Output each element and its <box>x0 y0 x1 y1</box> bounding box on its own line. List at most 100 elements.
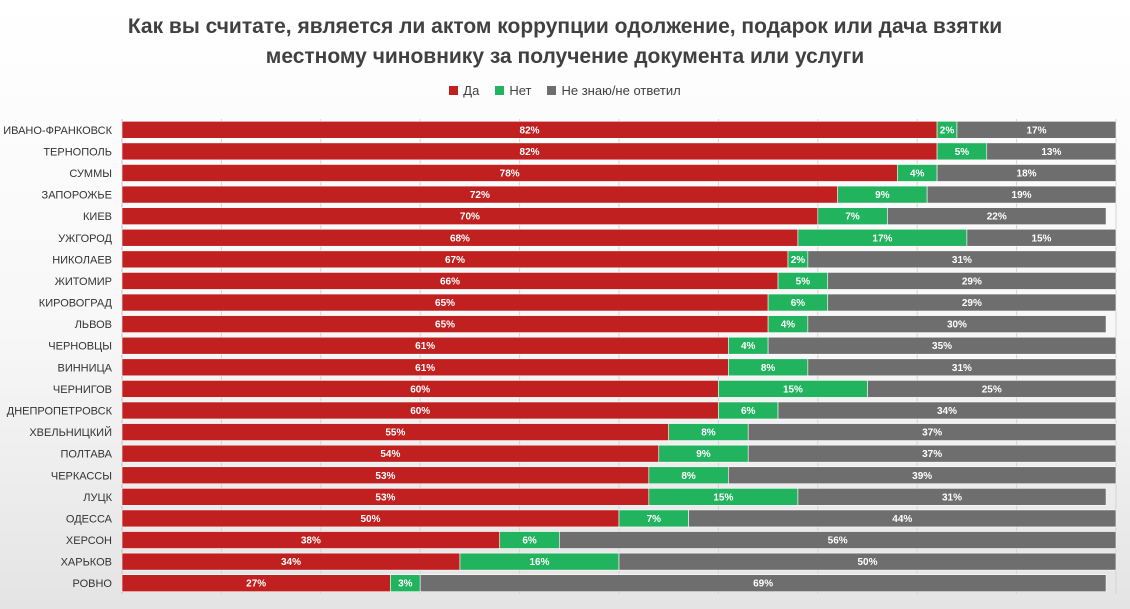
data-label-series-2: 69% <box>753 579 773 590</box>
data-label-series-0: 53% <box>375 471 395 482</box>
data-label-series-1: 9% <box>875 190 890 201</box>
chart-legend: Да Нет Не знаю/не ответил <box>0 83 1130 98</box>
data-label-series-0: 53% <box>375 492 395 503</box>
data-label-series-2: 37% <box>922 428 942 439</box>
category-label: ЛЬВОВ <box>75 319 112 331</box>
category-label: ЖИТОМИР <box>55 276 112 288</box>
data-label-series-2: 35% <box>932 341 952 352</box>
data-label-series-2: 44% <box>892 514 912 525</box>
data-label-series-2: 15% <box>1031 233 1051 244</box>
bar-segment-series-2 <box>986 142 1117 161</box>
data-label-series-1: 7% <box>845 212 860 223</box>
data-label-series-2: 34% <box>937 406 957 417</box>
bar-segment-series-2 <box>419 574 1107 593</box>
data-label-series-1: 6% <box>522 536 537 547</box>
bar-segment-series-2 <box>966 228 1117 247</box>
bar-segment-series-2 <box>956 120 1117 139</box>
bar-segment-series-2 <box>747 444 1117 463</box>
data-label-series-0: 65% <box>435 298 455 309</box>
bar-segment-series-2 <box>807 250 1117 269</box>
chart-title-line-1: Как вы считате, является ли актом корруп… <box>127 15 1003 38</box>
legend-label-dont-know: Не знаю/не ответил <box>561 83 681 98</box>
category-label: СУММЫ <box>69 168 112 180</box>
legend-swatch-no <box>495 86 505 95</box>
data-label-series-0: 61% <box>415 341 435 352</box>
data-label-series-2: 31% <box>942 492 962 503</box>
category-label: ВИННИЦА <box>57 362 112 374</box>
legend-swatch-yes <box>449 86 459 95</box>
data-label-series-0: 82% <box>520 125 540 136</box>
data-label-series-1: 15% <box>713 492 733 503</box>
category-label: КИЕВ <box>83 211 112 223</box>
bar-segment-series-2 <box>777 401 1117 420</box>
data-label-series-2: 22% <box>987 212 1007 223</box>
data-label-series-0: 34% <box>281 557 301 568</box>
chart-title-line-2: местному чиновнику за получение документ… <box>265 45 865 68</box>
data-label-series-0: 66% <box>440 276 460 287</box>
data-label-series-0: 67% <box>445 255 465 266</box>
legend-item-no: Нет <box>495 83 531 98</box>
category-label: ЗАПОРОЖЬЕ <box>42 190 112 202</box>
legend-label-no: Нет <box>509 83 532 98</box>
bar-segment-series-2 <box>688 509 1117 528</box>
data-label-series-0: 60% <box>410 384 430 395</box>
bar-segment-series-2 <box>728 466 1117 485</box>
data-label-series-1: 16% <box>529 557 549 568</box>
data-label-series-2: 17% <box>1026 125 1046 136</box>
data-label-series-1: 6% <box>791 298 806 309</box>
data-label-series-2: 39% <box>912 471 932 482</box>
bar-segment-series-2 <box>867 380 1117 398</box>
bar-segment-series-2 <box>767 336 1117 355</box>
data-label-series-2: 31% <box>952 363 972 374</box>
data-label-series-0: 70% <box>460 212 480 223</box>
data-label-series-2: 29% <box>962 276 982 287</box>
category-label: ХВЕЛЬНИЦКИЙ <box>29 426 112 439</box>
data-label-series-0: 68% <box>450 233 470 244</box>
data-label-series-0: 38% <box>301 536 321 547</box>
category-label: РОВНО <box>73 578 113 590</box>
data-label-series-1: 9% <box>696 449 711 460</box>
data-label-series-1: 8% <box>761 363 776 374</box>
bar-segment-series-2 <box>807 315 1107 333</box>
bar-segment-series-2 <box>827 293 1117 312</box>
data-label-series-1: 15% <box>783 384 803 395</box>
bar-segment-series-2 <box>559 531 1117 549</box>
data-label-series-1: 3% <box>398 579 413 590</box>
data-label-series-0: 27% <box>246 579 266 590</box>
data-label-series-1: 2% <box>940 125 955 136</box>
data-label-series-0: 82% <box>520 147 540 158</box>
data-label-series-0: 78% <box>500 168 520 179</box>
data-label-series-1: 5% <box>955 147 970 158</box>
legend-item-yes: Да <box>449 83 479 98</box>
bar-segment-series-2 <box>797 488 1107 506</box>
data-label-series-0: 61% <box>415 363 435 374</box>
data-label-series-1: 5% <box>796 276 811 287</box>
data-label-series-2: 56% <box>828 536 848 547</box>
category-label: ТЕРНОПОЛЬ <box>43 146 112 158</box>
bar-segment-series-2 <box>827 272 1117 290</box>
category-label: ХАРЬКОВ <box>61 557 112 569</box>
data-label-series-1: 7% <box>647 514 662 525</box>
data-label-series-2: 19% <box>1012 190 1032 201</box>
category-label: ЧЕРНИГОВ <box>53 384 112 396</box>
data-label-series-1: 6% <box>741 406 756 417</box>
category-label: ЛУЦК <box>83 492 112 504</box>
category-label: ХЕРСОН <box>66 535 112 547</box>
category-label: УЖГОРОД <box>58 233 112 245</box>
data-label-series-2: 50% <box>857 557 877 568</box>
data-label-series-2: 25% <box>982 384 1002 395</box>
legend-label-yes: Да <box>463 83 480 98</box>
bar-segment-series-2 <box>936 164 1117 182</box>
category-label: ДНЕПРОПЕТРОВСК <box>7 405 113 417</box>
bar-segment-series-2 <box>887 207 1107 225</box>
data-label-series-0: 72% <box>470 190 490 201</box>
category-label: ЧЕРКАССЫ <box>51 470 112 482</box>
data-label-series-0: 60% <box>410 406 430 417</box>
data-label-series-2: 30% <box>947 320 967 331</box>
legend-item-dont-know: Не знаю/не ответил <box>547 83 681 98</box>
bar-segment-series-2 <box>747 423 1117 441</box>
category-label: КИРОВОГРАД <box>39 298 113 310</box>
data-label-series-1: 8% <box>701 428 716 439</box>
category-label: ИВАНО-ФРАНКОВСК <box>3 125 112 137</box>
